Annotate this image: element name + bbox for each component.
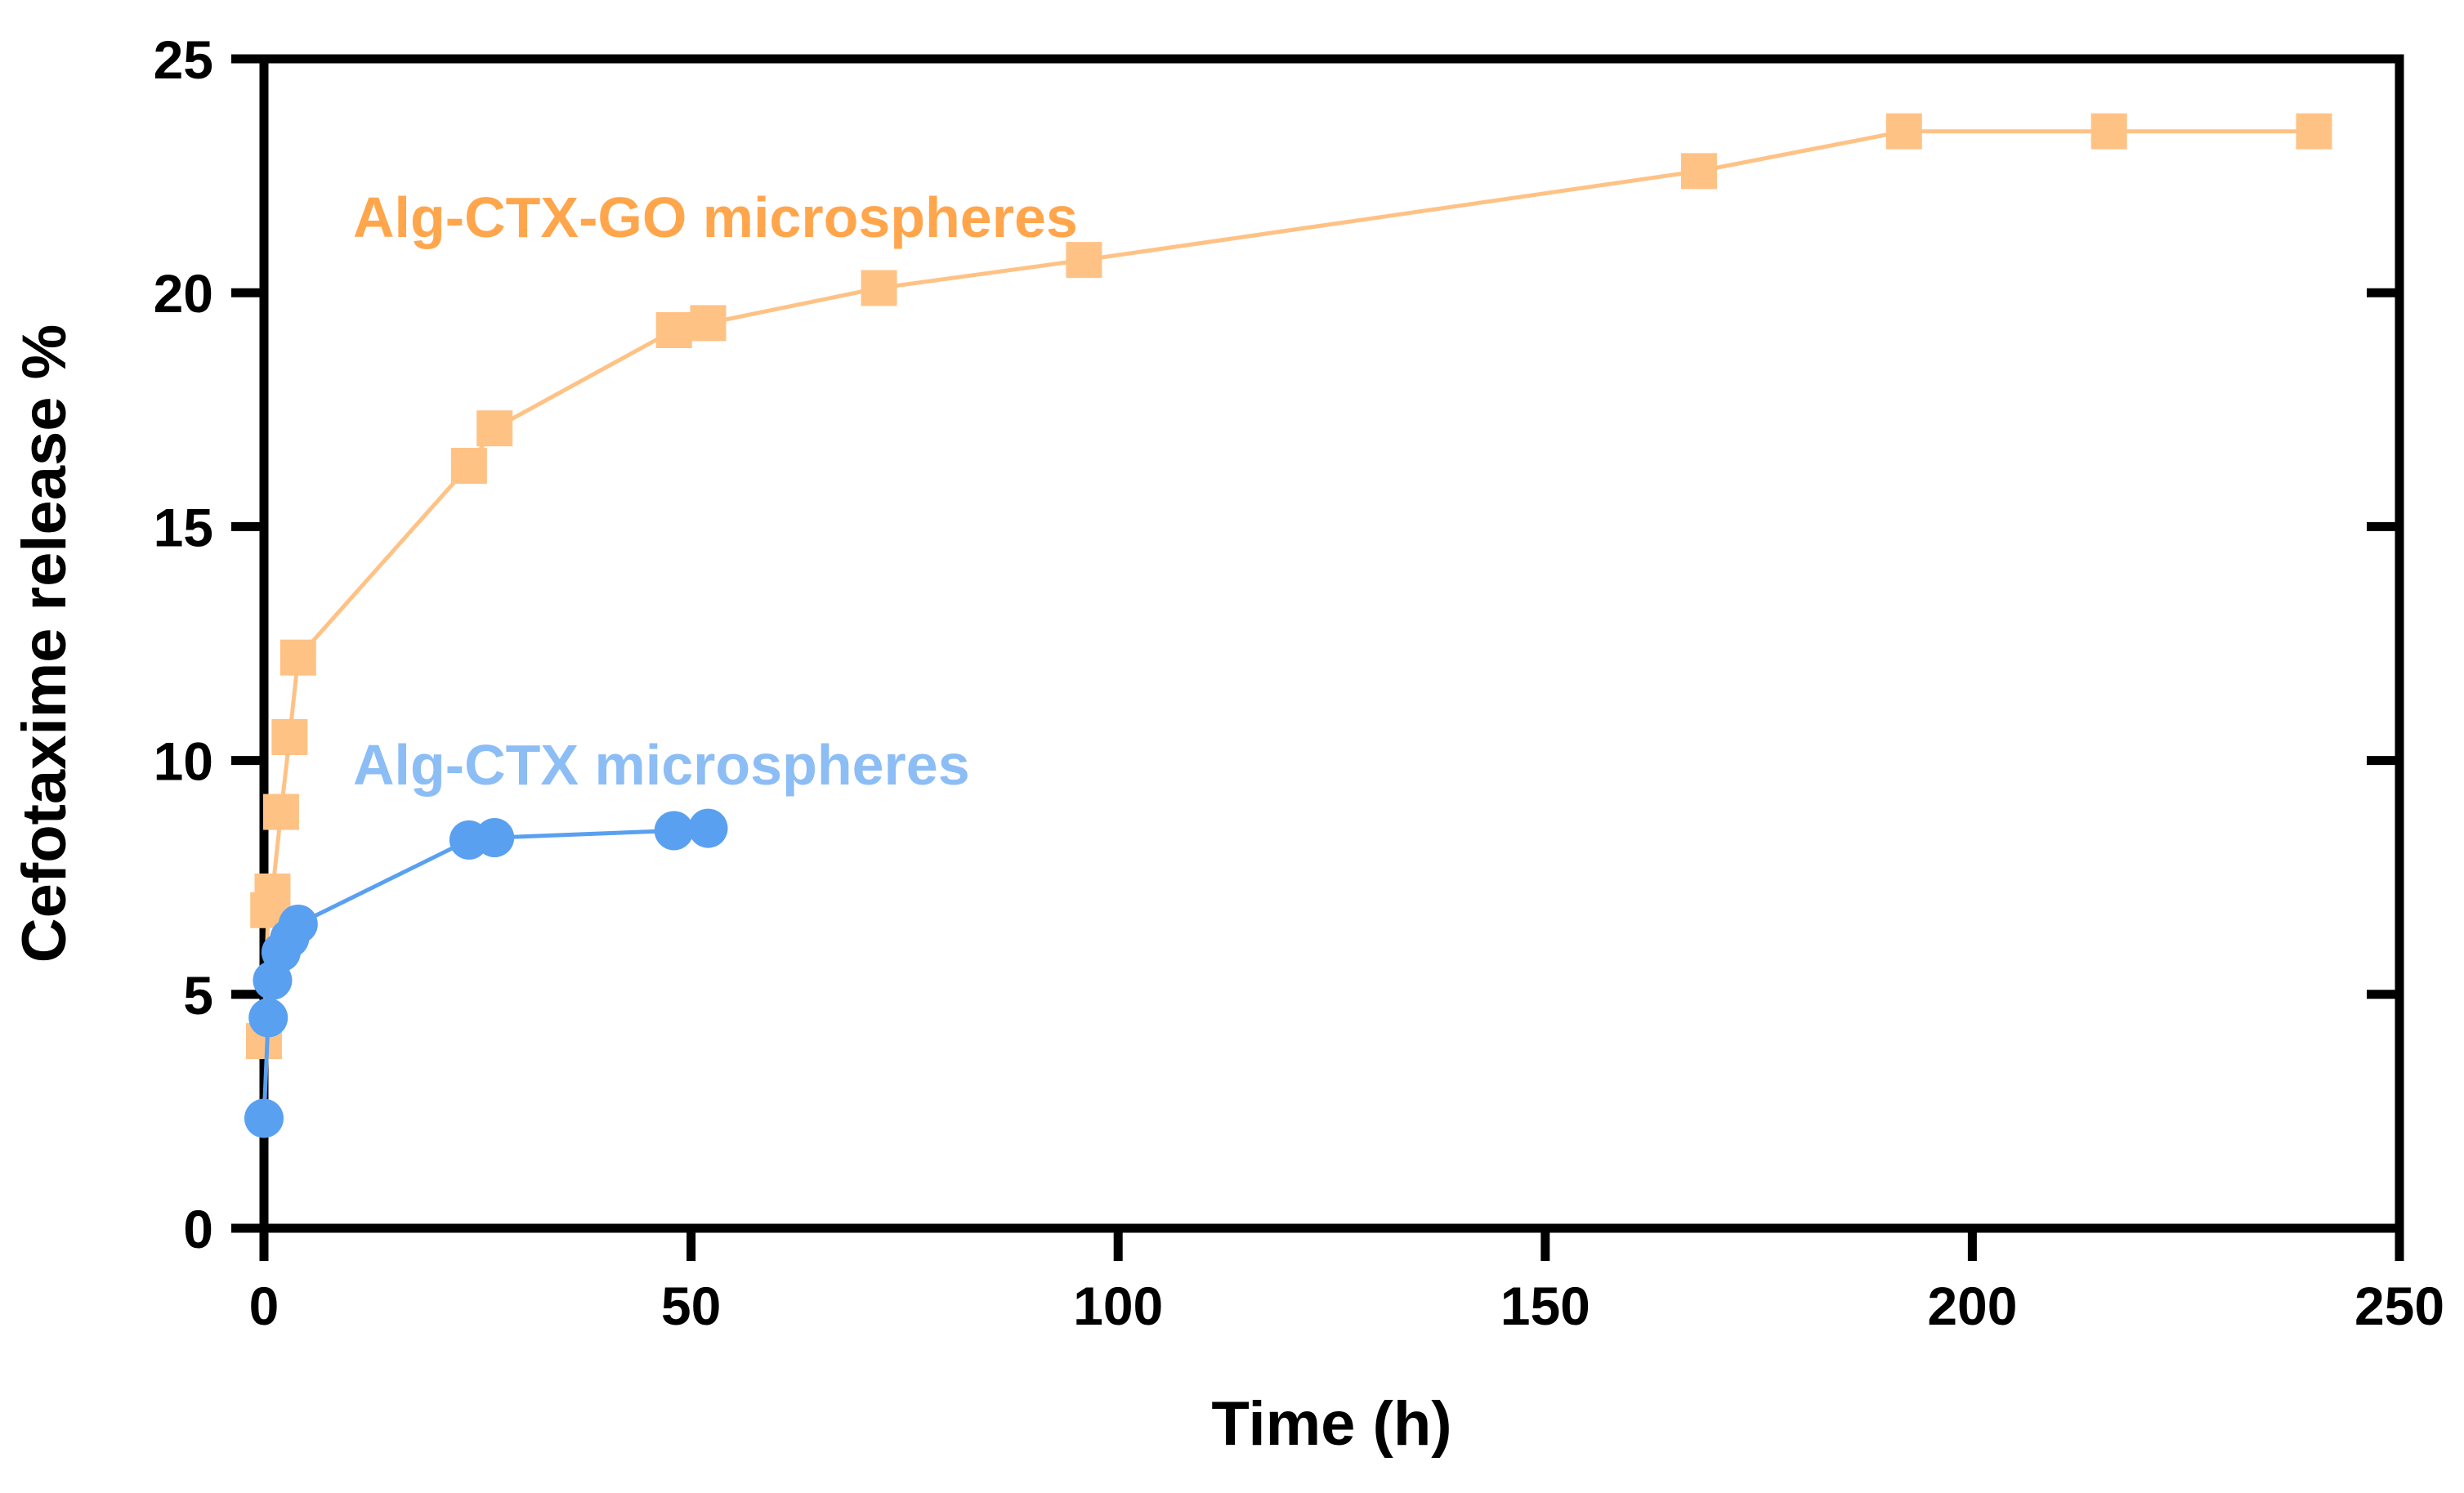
data-point-square (279, 639, 316, 676)
y-tick-label: 25 (154, 29, 213, 90)
x-tick-label: 100 (1073, 1276, 1163, 1336)
data-point-square (262, 793, 299, 830)
data-point-square (1885, 113, 1922, 150)
data-point-square (450, 447, 487, 484)
x-tick-label: 150 (1500, 1276, 1590, 1336)
y-tick-label: 15 (154, 497, 213, 557)
x-tick-label: 0 (249, 1276, 279, 1336)
series-line (262, 129, 2314, 1042)
data-point-circle (248, 998, 288, 1038)
x-tick-label: 50 (661, 1276, 721, 1336)
data-point-circle (278, 904, 318, 944)
series-label-alg-ctx: Alg-CTX microspheres (353, 733, 970, 797)
series-label-alg-ctx-go: Alg-CTX-GO microspheres (353, 186, 1078, 249)
x-axis-title: Time (h) (1211, 1389, 1451, 1459)
data-point-square (1066, 242, 1102, 279)
data-point-square (1680, 153, 1717, 190)
y-tick-label: 20 (154, 263, 213, 324)
data-point-circle (688, 808, 728, 848)
series-alg-ctx-go (246, 113, 2332, 1060)
data-point-circle (244, 1098, 284, 1138)
series-layer (244, 113, 2332, 1138)
data-point-square (2091, 113, 2127, 150)
series-alg-ctx (244, 808, 728, 1138)
series-line (262, 826, 709, 1119)
y-tick-label: 0 (183, 1199, 213, 1259)
data-point-square (271, 718, 308, 755)
x-tick-label: 250 (2354, 1276, 2444, 1336)
y-axis-title: Cefotaxime release % (10, 324, 79, 963)
data-point-square (655, 311, 692, 348)
labels-layer: Time (h) Cefotaxime release % Alg-CTX-GO… (10, 186, 1452, 1459)
data-point-square (254, 873, 291, 910)
data-point-square (690, 305, 727, 342)
data-point-square (861, 270, 897, 306)
data-point-square (476, 410, 513, 447)
data-point-square (2296, 113, 2332, 150)
data-point-circle (654, 811, 694, 851)
x-tick-label: 200 (1927, 1276, 2017, 1336)
y-tick-label: 10 (154, 731, 213, 792)
axes-layer: 0 50 100 150 200 250 0 5 10 15 20 25 (154, 29, 2444, 1336)
plot-frame (259, 54, 2404, 1233)
y-tick-label: 5 (183, 965, 213, 1026)
data-point-circle (475, 818, 515, 858)
